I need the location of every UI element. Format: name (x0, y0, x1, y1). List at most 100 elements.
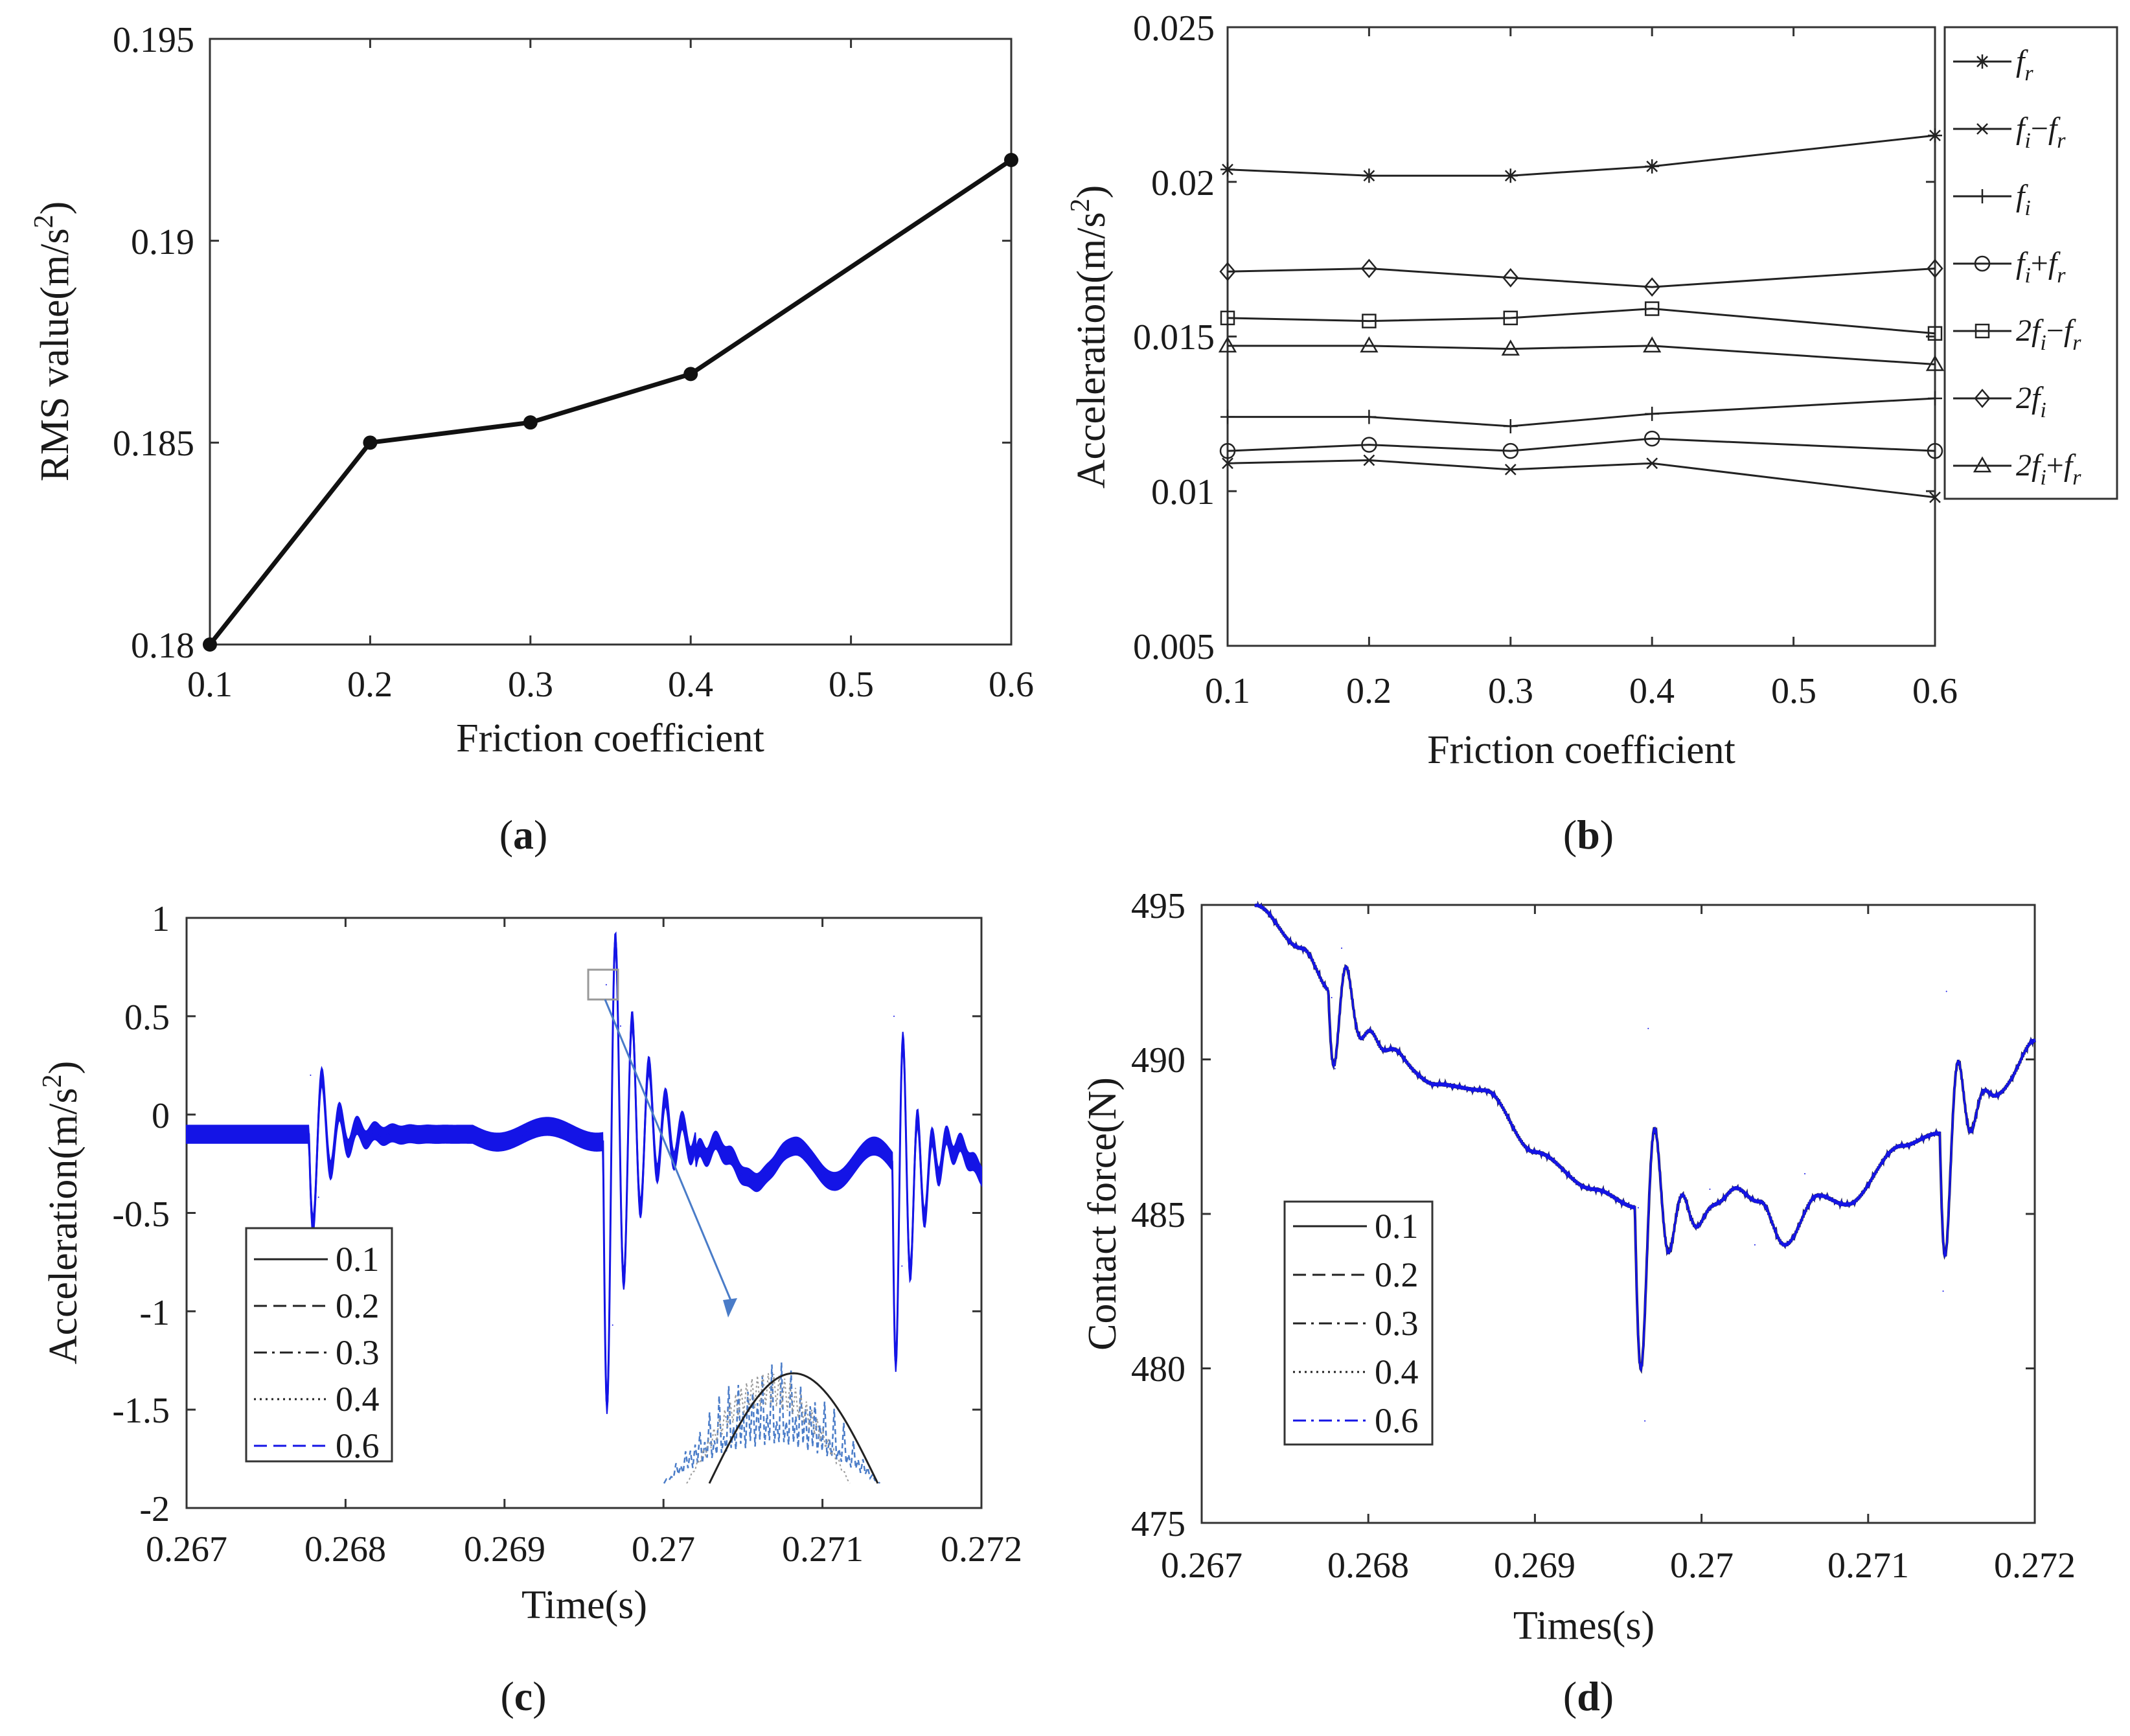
panel-a-frame (209, 38, 1013, 646)
panel-c-ytick-label: 0 (152, 1096, 170, 1136)
panel-c-zoom-arrowhead (723, 1298, 737, 1318)
panel-c-ytick-label: -0.5 (112, 1194, 170, 1235)
panel-b-legend-label: 2fi−fr (2016, 314, 2081, 355)
panel-a-data-point (363, 435, 378, 450)
panel-b-xtick-label: 0.4 (1629, 671, 1675, 711)
panel-d-ylabel: Contact force(N) (1081, 1077, 1125, 1351)
panel-b-ticks (1226, 26, 1936, 647)
panel-c-inset-solid-line (708, 1372, 879, 1484)
panel-b-data-point (1219, 442, 1236, 459)
panel-a-xtick-label: 0.6 (989, 665, 1034, 705)
panel-c-ticks (185, 917, 983, 1509)
panel-b-data-point (1927, 326, 1943, 341)
panel-b-data-point (1928, 128, 1942, 143)
panel-d-legend-label: 0.3 (1375, 1304, 1419, 1343)
panel-c-legend-label: 0.3 (336, 1333, 380, 1372)
panel-b-legend-label: fr (2016, 44, 2033, 86)
panel-d-legend (1283, 1200, 1434, 1446)
panel-a-data-point (523, 415, 538, 430)
panel-b-data-point (1503, 310, 1518, 326)
panel-a-ytick-label: 0.18 (131, 626, 194, 666)
panel-c-peak-point (317, 1196, 319, 1198)
panel-d-peak-point (1945, 990, 1947, 992)
panel-d-peak-point (1331, 997, 1333, 999)
panel-a-xtick-label: 0.4 (668, 665, 713, 705)
panel-b-series-line (1228, 397, 1936, 428)
panel-c-legend-label: 0.2 (336, 1286, 380, 1325)
panel-b-series-line (1227, 308, 1936, 335)
panel-a-caption: (a) (499, 812, 548, 858)
panel-d-caption: (d) (1563, 1673, 1614, 1719)
panel-b-data-point (1503, 418, 1518, 433)
panel-c-ytick-label: -2 (139, 1489, 170, 1529)
panel-d-peak-point (1754, 1244, 1756, 1246)
panel-c-legend-items: 0.1 0.2 0.3 0.4 0.6 (254, 1240, 380, 1465)
panel-a-ylabel-text: RMS value(m/s (33, 228, 77, 481)
panel-a-xtick-label: 0.2 (347, 665, 393, 705)
panel-c-peak-point (612, 1324, 613, 1326)
panel-b-frame (1226, 26, 1936, 647)
panel-c-ytick-label: 1 (152, 899, 170, 939)
panel-b-data-point (1363, 454, 1375, 466)
panel-b-data-point (1362, 314, 1377, 328)
panel-d-peak-point (1644, 1420, 1646, 1422)
panel-a-ytick-label: 0.19 (131, 222, 194, 262)
panel-d-legend-label: 0.2 (1375, 1255, 1419, 1294)
panel-a-ytick-label: 0.185 (113, 424, 194, 464)
panel-d-tick-labels: 0.267 0.268 0.269 0.27 0.271 0.272 475 4… (1131, 886, 2076, 1586)
panel-d-ytick-label: 495 (1131, 886, 1185, 926)
panel-b-legend-label: fi+fr (2016, 246, 2066, 288)
panel-b-caption: (b) (1563, 812, 1614, 858)
panel-b-legend-label: fi−fr (2016, 111, 2066, 153)
panel-d-caption-letter: d (1577, 1673, 1600, 1719)
panel-b-data-point (1502, 268, 1519, 288)
panel-d-peak-point (1846, 1204, 1848, 1205)
panel-b-plot (1218, 128, 1945, 503)
panel-a-ticks (209, 38, 1013, 646)
panel-a-xtick-label: 0.5 (829, 665, 874, 705)
panel-a-ylabel-sup: 2 (29, 214, 59, 228)
panel-b-xtick-label: 0.5 (1771, 671, 1816, 711)
panel-b-data-point (1362, 409, 1377, 424)
panel-d-legend-label: 0.1 (1375, 1207, 1419, 1246)
panel-d-xtick-label: 0.272 (1994, 1546, 2076, 1586)
panel-d-ytick-label: 490 (1131, 1040, 1185, 1080)
panel-d-xtick-label: 0.271 (1827, 1546, 1909, 1586)
panel-d-series-line (1254, 902, 2036, 1373)
panel-b-legend-marker (1974, 389, 1991, 408)
panel-b-data-point (1360, 336, 1379, 353)
panel-b-data-point (1219, 262, 1236, 282)
panel-c-ytick-label: -1.5 (112, 1391, 170, 1431)
panel-b-ytick-label: 0.02 (1151, 163, 1215, 203)
panel-d-ytick-label: 480 (1131, 1349, 1185, 1389)
panel-b-legend-marker (1974, 255, 1991, 272)
panel-c-zoom-box (587, 968, 619, 1001)
panel-c-ylabel-text: Acceleration(m/s (41, 1088, 86, 1364)
panel-c-ylabel-close: ) (41, 1061, 86, 1075)
panel-b-ytick-label: 0.01 (1151, 472, 1215, 512)
panel-a-ytick-label: 0.195 (113, 20, 194, 60)
panel-b-data-point (1220, 409, 1235, 424)
panel-b-data-point (1645, 406, 1660, 421)
panel-b-xlabel: Friction coefficient (1427, 728, 1735, 772)
panel-c-legend-label: 0.1 (336, 1240, 380, 1279)
panel-b-legend-marker (1973, 456, 1992, 473)
panel-b-data-point (1218, 336, 1237, 353)
panel-c-xtick-label: 0.272 (941, 1529, 1022, 1570)
panel-c-plot (186, 931, 983, 1414)
panel-c-peak-point (901, 1265, 903, 1267)
panel-b-xtick-label: 0.6 (1912, 671, 1958, 711)
panel-c-legend (245, 1227, 393, 1463)
panel-c-zoom-inset (663, 1362, 881, 1484)
panel-c-zoom-arrow (604, 999, 733, 1304)
panel-b-ylabel-sup: 2 (1066, 198, 1095, 212)
panel-b-caption-letter: b (1577, 812, 1600, 858)
panel-b-xtick-label: 0.2 (1346, 671, 1391, 711)
panel-b-data-point (1646, 457, 1658, 470)
panel-c-ytick-label: 0.5 (124, 998, 170, 1038)
panel-b-data-point (1643, 336, 1662, 353)
panel-c-peak-point (310, 1074, 312, 1076)
panel-a-data-point (1004, 153, 1018, 167)
panel-c-xlabel: Time(s) (521, 1583, 647, 1627)
